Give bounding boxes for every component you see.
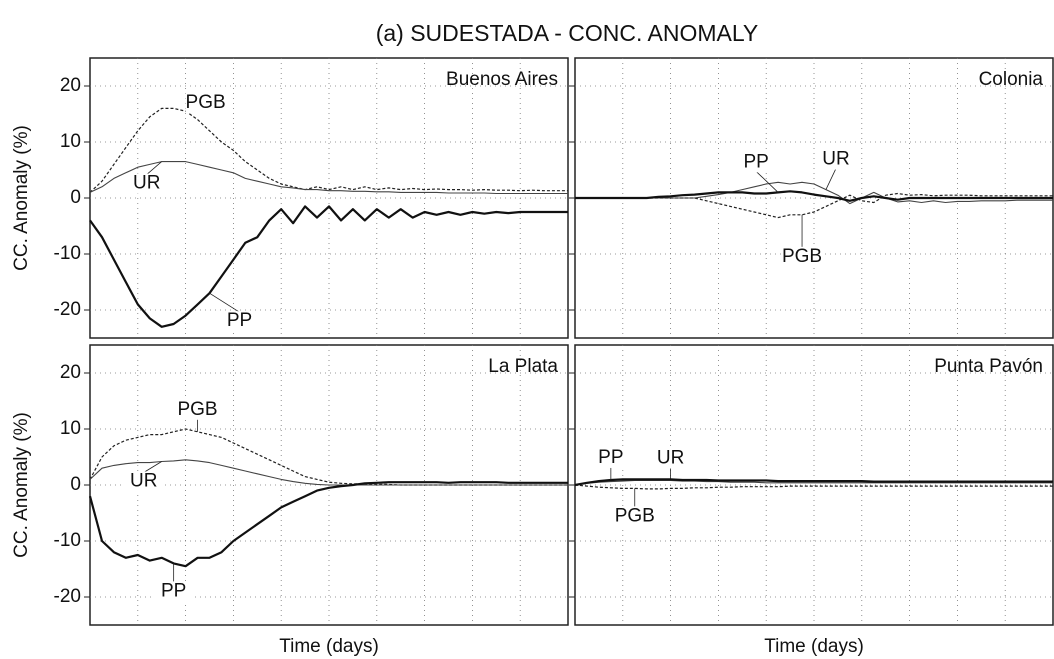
label-background [177,399,218,420]
y-tick-label: -10 [54,530,81,551]
series-label: PP [161,580,186,601]
y-axis-label: CC. Anomaly (%) [11,125,32,271]
y-tick-label: -20 [54,299,81,320]
series-label: UR [130,470,157,491]
label-background [185,93,226,114]
panel-title: Buenos Aires [446,69,558,90]
label-leader [143,461,162,473]
series-line [575,192,1053,219]
series-label: PGB [177,399,217,420]
series-line [574,478,1053,487]
label-background [815,149,856,170]
series-line [89,459,568,486]
label-background [614,506,655,527]
series-line [89,205,568,328]
x-axis-label: Time (days) [279,636,379,657]
series-line [575,190,1053,202]
series-label: PGB [782,246,822,267]
y-tick-label: 0 [70,474,81,495]
series-line [88,481,568,568]
series-label: UR [657,448,684,469]
y-tick-label: 20 [60,362,81,383]
series-label: PGB [186,92,226,113]
series-label: PP [227,310,252,331]
label-leader [146,161,162,175]
figure-title: (a) SUDESTADA - CONC. ANOMALY [376,20,759,46]
label-background [153,581,194,602]
series-line [89,161,568,195]
label-background [782,246,823,267]
series-label: UR [133,173,160,194]
label-background [123,471,164,492]
y-tick-label: -20 [54,586,81,607]
label-leader [209,292,240,313]
label-leader [755,171,779,193]
y-tick-label: 0 [70,187,81,208]
y-tick-label: 10 [60,418,81,439]
label-background [126,173,167,194]
y-tick-label: 20 [60,75,81,96]
series-label: UR [822,149,849,170]
series-label: PP [598,447,623,468]
label-background [736,152,777,173]
series-line [89,107,568,193]
label-background [590,447,631,468]
y-tick-label: 10 [60,131,81,152]
panel-title: La Plata [488,356,558,377]
y-tick-label: -10 [54,243,81,264]
series-label: PP [743,151,768,172]
x-axis-label: Time (days) [764,636,864,657]
label-background [650,448,691,469]
label-leader [825,168,837,190]
panel-title: Colonia [979,69,1044,90]
label-background [219,311,260,332]
panel-title: Punta Pavón [934,356,1043,377]
series-label: PGB [615,505,655,526]
y-axis-label: CC. Anomaly (%) [11,412,32,558]
